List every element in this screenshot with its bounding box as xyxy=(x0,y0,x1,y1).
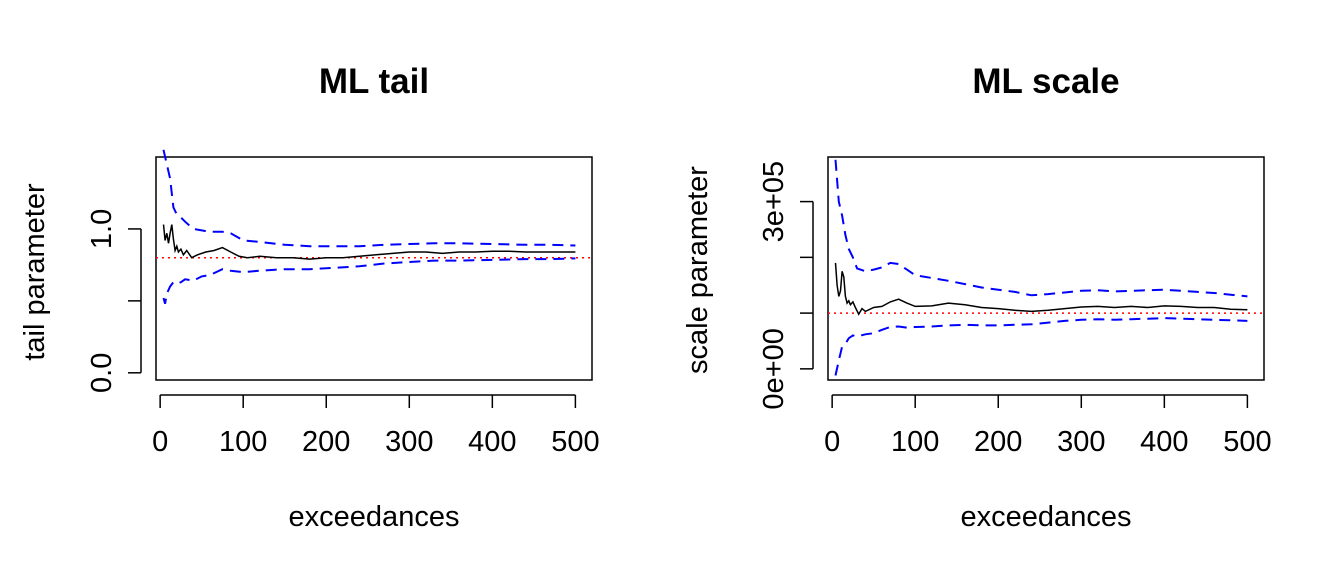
chart-title: ML tail xyxy=(319,62,429,101)
x-tick-label: 100 xyxy=(891,426,939,458)
series-upper-line xyxy=(162,149,576,248)
series-upper-line xyxy=(834,159,1248,298)
y-tick-label: 3e+05 xyxy=(758,161,790,242)
plot-frame xyxy=(827,156,1265,381)
plot-frame xyxy=(155,156,593,381)
x-tick-label: 0 xyxy=(824,426,840,458)
series-lower-line xyxy=(162,257,576,304)
chart-title: ML scale xyxy=(972,62,1119,101)
y-tick-label: 0.0 xyxy=(86,353,118,393)
series-estimate-line xyxy=(834,262,1248,316)
y-tick-label: 1.0 xyxy=(86,209,118,249)
tail-chart-panel: ML tail exceedances tail parameter 0 100 2… xyxy=(0,0,672,576)
x-tick-label: 200 xyxy=(302,426,350,458)
x-tick-label: 200 xyxy=(974,426,1022,458)
x-axis-label: exceedances xyxy=(289,501,460,533)
x-tick-label: 400 xyxy=(468,426,516,458)
ml-scale-chart: ML scale exceedances scale parameter 0 10… xyxy=(682,62,1272,533)
y-axis-label: scale parameter xyxy=(682,166,714,374)
series-lower-line xyxy=(834,317,1248,376)
y-tick-label: 0e+00 xyxy=(758,328,790,409)
x-tick-label: 300 xyxy=(385,426,433,458)
x-axis-label: exceedances xyxy=(961,501,1132,533)
x-tick-label: 100 xyxy=(219,426,267,458)
x-tick-label: 0 xyxy=(152,426,168,458)
y-axis-label: tail parameter xyxy=(19,183,51,361)
x-tick-label: 300 xyxy=(1057,426,1105,458)
x-tick-label: 500 xyxy=(1223,426,1271,458)
ml-tail-chart: ML tail exceedances tail parameter 0 100 2… xyxy=(19,62,600,533)
x-tick-label: 500 xyxy=(551,426,599,458)
series-estimate-line xyxy=(162,224,576,260)
x-tick-label: 400 xyxy=(1140,426,1188,458)
scale-chart-panel: ML scale exceedances scale parameter 0 10… xyxy=(672,0,1344,576)
